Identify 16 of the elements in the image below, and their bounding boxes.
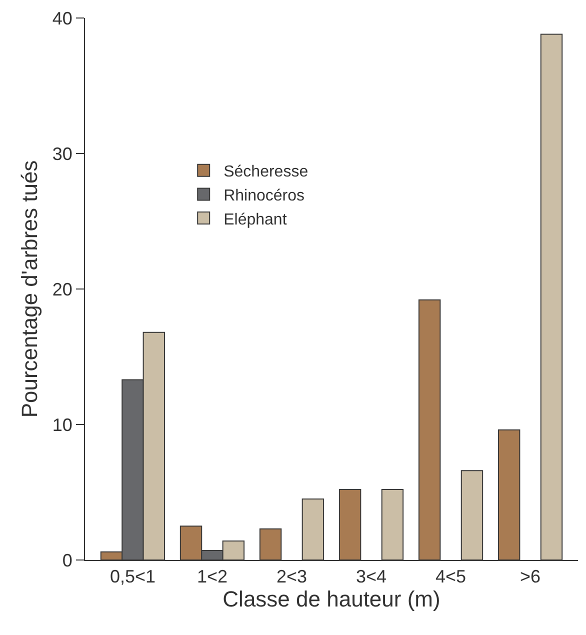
x-tick-label: 4<5 [435,566,466,587]
y-tick-label: 0 [62,550,72,570]
x-tick-label: 0,5<1 [110,566,156,587]
legend-label: Sécheresse [224,164,308,181]
y-axis-title: Pourcentage d'arbres tués [17,160,42,418]
legend-label: Rhinocéros [224,187,305,204]
y-tick-label: 20 [52,279,72,300]
y-tick-label: 40 [52,8,72,28]
x-tick-label: 2<3 [276,566,308,587]
x-tick-label: 3<4 [356,566,387,587]
y-tick-label: 10 [52,414,72,435]
y-tick-label: 30 [52,144,72,164]
x-axis-title: Classe de hauteur (m) [222,586,440,612]
x-tick-label: >6 [520,566,541,587]
legend-label: Eléphant [224,211,288,228]
x-tick-label: 1<2 [196,566,228,587]
